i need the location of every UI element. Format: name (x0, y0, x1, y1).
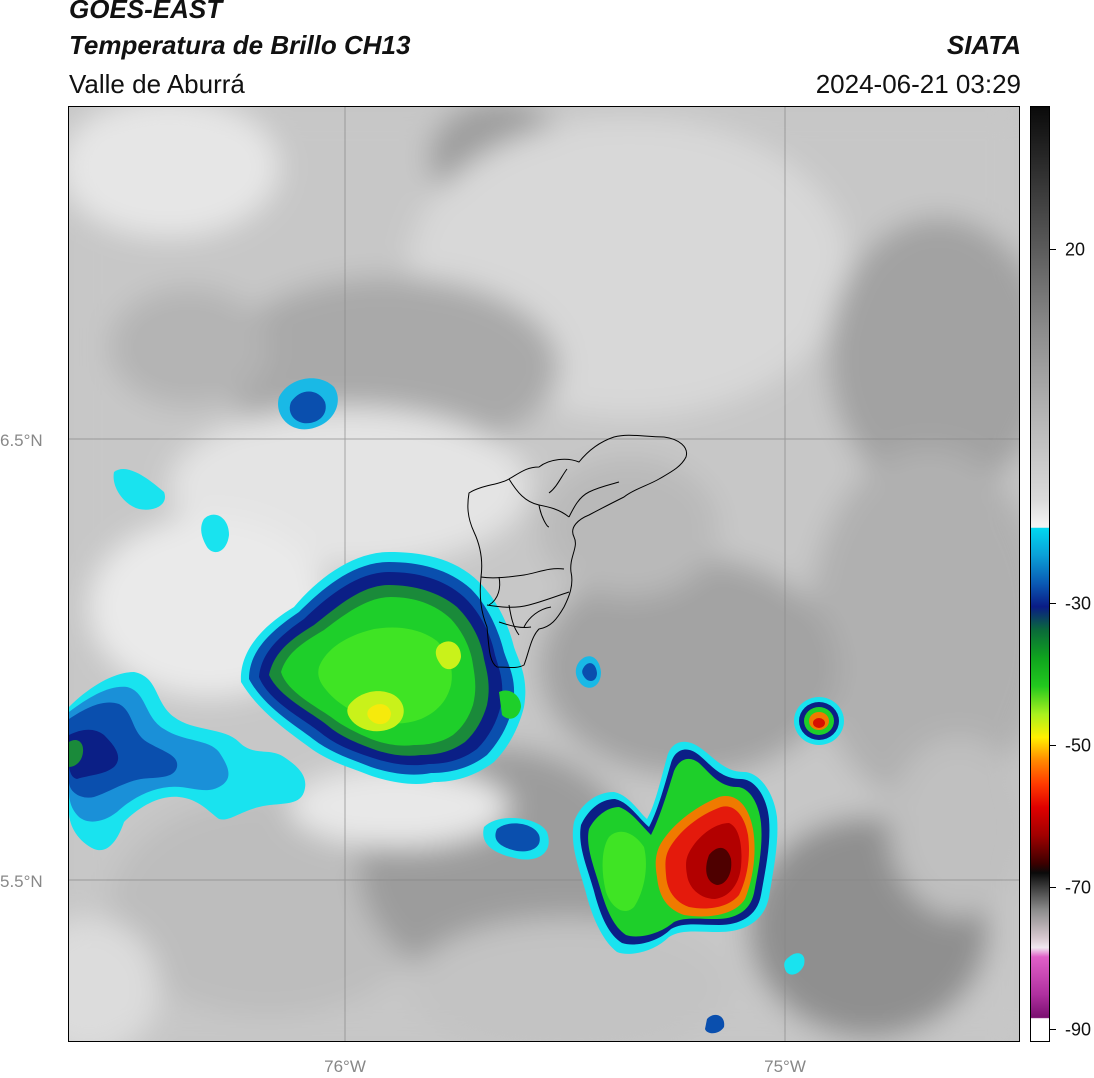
colorbar-tick (1050, 887, 1056, 888)
colorbar-label: 20 (1065, 239, 1086, 260)
organization-name: SIATA (946, 30, 1021, 60)
cold-cloud-small-1 (278, 378, 338, 430)
colorbar-tick (1050, 1029, 1056, 1030)
lat-label-5-5: 5.5°N (0, 872, 43, 891)
satellite-title: GOES-EAST (69, 0, 223, 24)
colorbar-label: -70 (1065, 877, 1092, 898)
cold-cloud-central-cell (240, 552, 526, 785)
lat-label-6-5: 6.5°N (0, 431, 43, 450)
cold-cloud-small-5 (483, 817, 549, 860)
lon-label-76w: 76°W (324, 1057, 366, 1076)
municipal-boundaries (467, 434, 688, 668)
cold-cloud-small-3 (201, 514, 229, 553)
cold-cloud-southeast-cell (572, 741, 778, 954)
colorbar-tick (1050, 249, 1056, 250)
colorbar-tick (1050, 745, 1056, 746)
lon-label-75w: 75°W (764, 1057, 806, 1076)
cold-cloud-small-6 (794, 697, 844, 745)
region-name: Valle de Aburrá (69, 69, 245, 99)
cold-cloud-small-2 (113, 468, 165, 510)
satellite-map (68, 106, 1020, 1042)
cold-cloud-small-4 (575, 656, 601, 688)
temperature-colorbar (1030, 106, 1050, 1042)
colorbar-label: -90 (1065, 1019, 1092, 1040)
colorbar-tick (1050, 603, 1056, 604)
colorbar-label: -50 (1065, 735, 1092, 756)
timestamp: 2024-06-21 03:29 (815, 69, 1021, 99)
cold-cloud-small-7 (705, 953, 805, 1034)
product-title: Temperatura de Brillo CH13 (69, 30, 411, 60)
colorbar-label: -30 (1065, 593, 1092, 614)
cloud-texture (69, 107, 1019, 1041)
cold-cloud-west-band (69, 672, 306, 851)
